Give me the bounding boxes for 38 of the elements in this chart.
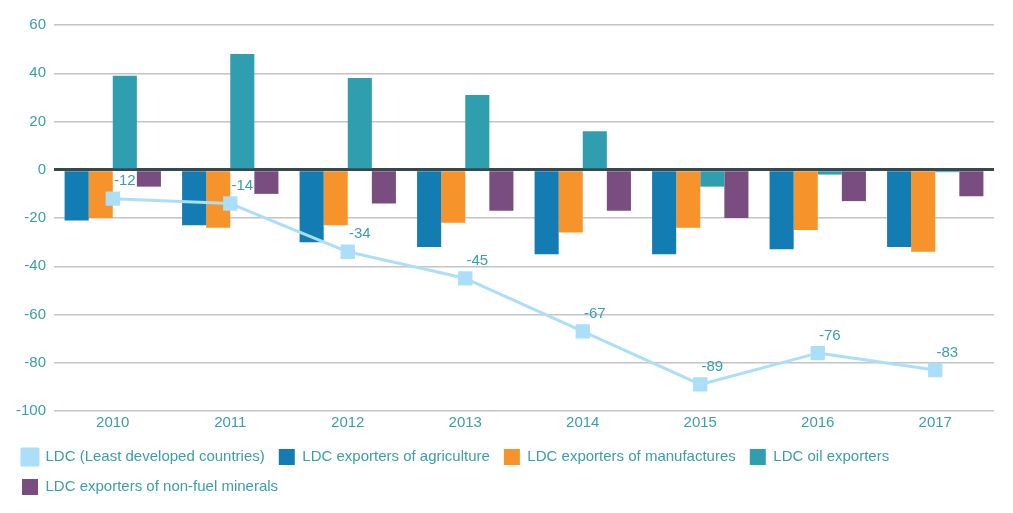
y-tick-label: -100 (15, 401, 47, 419)
legend-label: LDC exporters of agriculture (302, 447, 490, 465)
legend-label: LDC (Least developed countries) (45, 447, 265, 465)
x-tick-label: 2013 (448, 413, 482, 431)
legend-label: LDC exporters of non-fuel minerals (45, 477, 279, 495)
data-label: -83 (936, 342, 959, 360)
legend-label: LDC exporters of manufactures (527, 447, 736, 465)
data-label: -67 (583, 304, 606, 322)
point (223, 196, 238, 211)
x-tick-label: 2012 (331, 413, 365, 431)
x-tick-label: 2014 (566, 413, 600, 431)
y-tick-label: 40 (29, 63, 47, 81)
point (693, 377, 708, 392)
data-label: -76 (818, 325, 841, 343)
y-tick-label: -80 (24, 352, 47, 370)
y-tick-label: -60 (24, 304, 47, 322)
data-label: -12 (113, 171, 136, 189)
x-tick-label: 2011 (214, 413, 247, 431)
x-tick-label: 2016 (801, 413, 835, 431)
x-tick-label: 2015 (683, 413, 717, 431)
y-tick-label: -20 (24, 208, 47, 226)
y-tick-label: 60 (29, 15, 47, 33)
data-label: -89 (701, 357, 724, 375)
x-tick-label: 2010 (96, 413, 130, 431)
y-tick-label: -40 (24, 256, 47, 274)
point (575, 324, 590, 339)
data-label: -14 (231, 176, 254, 194)
x-tick-label: 2017 (918, 413, 952, 431)
y-tick-label: 0 (37, 159, 47, 177)
point (928, 362, 943, 378)
y-tick-label: 20 (29, 111, 47, 129)
data-label: -45 (466, 250, 489, 268)
point (810, 345, 825, 361)
point (458, 271, 473, 286)
point (340, 244, 355, 259)
point (105, 191, 120, 206)
data-label: -34 (348, 224, 371, 242)
legend-label: LDC oil exporters (773, 447, 890, 465)
